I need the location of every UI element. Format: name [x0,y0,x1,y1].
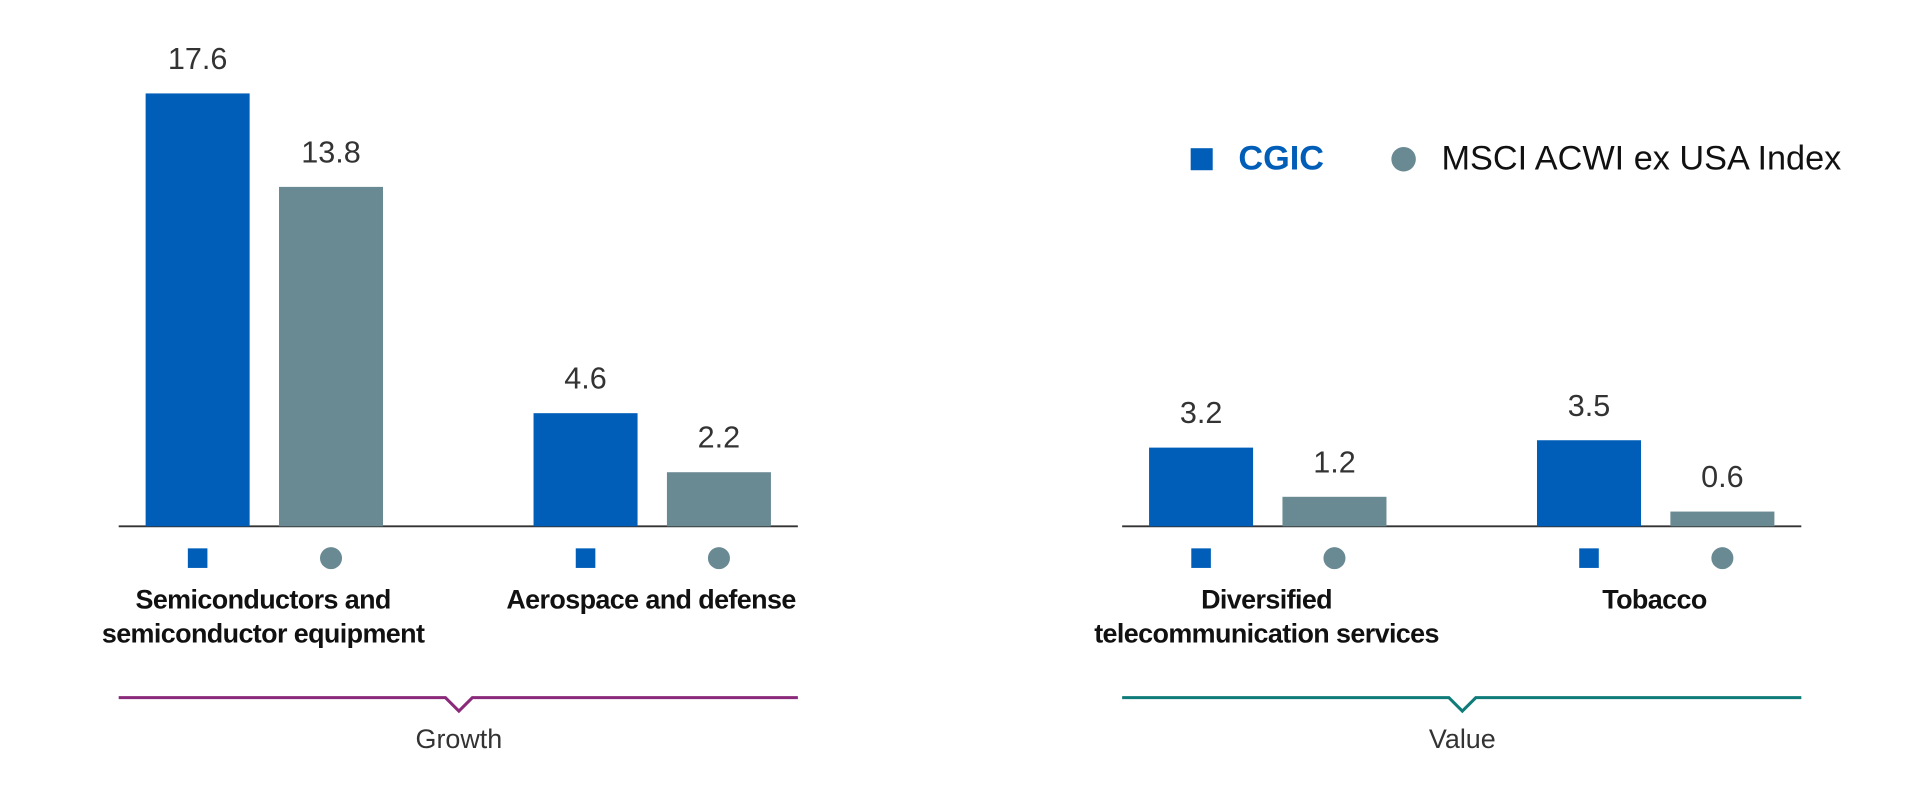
series-icon [1323,547,1346,570]
series-icon [320,547,343,570]
value-label: 1.2 [1313,445,1356,479]
value-label: 4.6 [564,362,607,396]
group-label: Value [1429,724,1496,754]
value-label: 3.2 [1180,396,1223,430]
value-label: 3.5 [1568,389,1611,423]
series-icon [1190,148,1213,171]
value-label: 17.6 [168,42,228,76]
series-icon [1191,548,1211,568]
bar [279,186,384,527]
legend-label: MSCI ACWI ex USA Index [1442,139,1842,177]
category-label: Tobacco [1602,583,1707,615]
bar [533,413,638,527]
bar [666,472,771,527]
series-icon [1711,547,1734,570]
category-label-box: Semiconductors and semiconductor equipme… [101,583,425,649]
series-icon [187,548,208,568]
group-bracket [118,696,798,714]
category-label: Aerospace and defense [506,583,796,615]
bar [1536,440,1642,527]
value-label: 13.8 [301,135,361,169]
value-label: 2.2 [698,421,741,455]
series-icon [707,547,730,570]
category-label-box: Tobacco [1602,583,1707,615]
series-icon [575,548,596,568]
series-icon [1391,146,1416,172]
bar [1149,447,1254,527]
bar [145,93,250,527]
bar [1282,496,1387,527]
category-label-box: Diversified telecommunication services [1094,583,1439,649]
group-label: Growth [416,724,503,754]
category-label: Diversified telecommunication services [1094,583,1439,649]
legend-label: CGIC [1238,139,1324,177]
value-label: 0.6 [1701,460,1744,494]
series-icon [1579,548,1599,568]
group-bracket [1122,696,1802,714]
bar [1670,511,1775,527]
category-label: Semiconductors and semiconductor equipme… [101,583,425,649]
category-label-box: Aerospace and defense [506,583,796,615]
